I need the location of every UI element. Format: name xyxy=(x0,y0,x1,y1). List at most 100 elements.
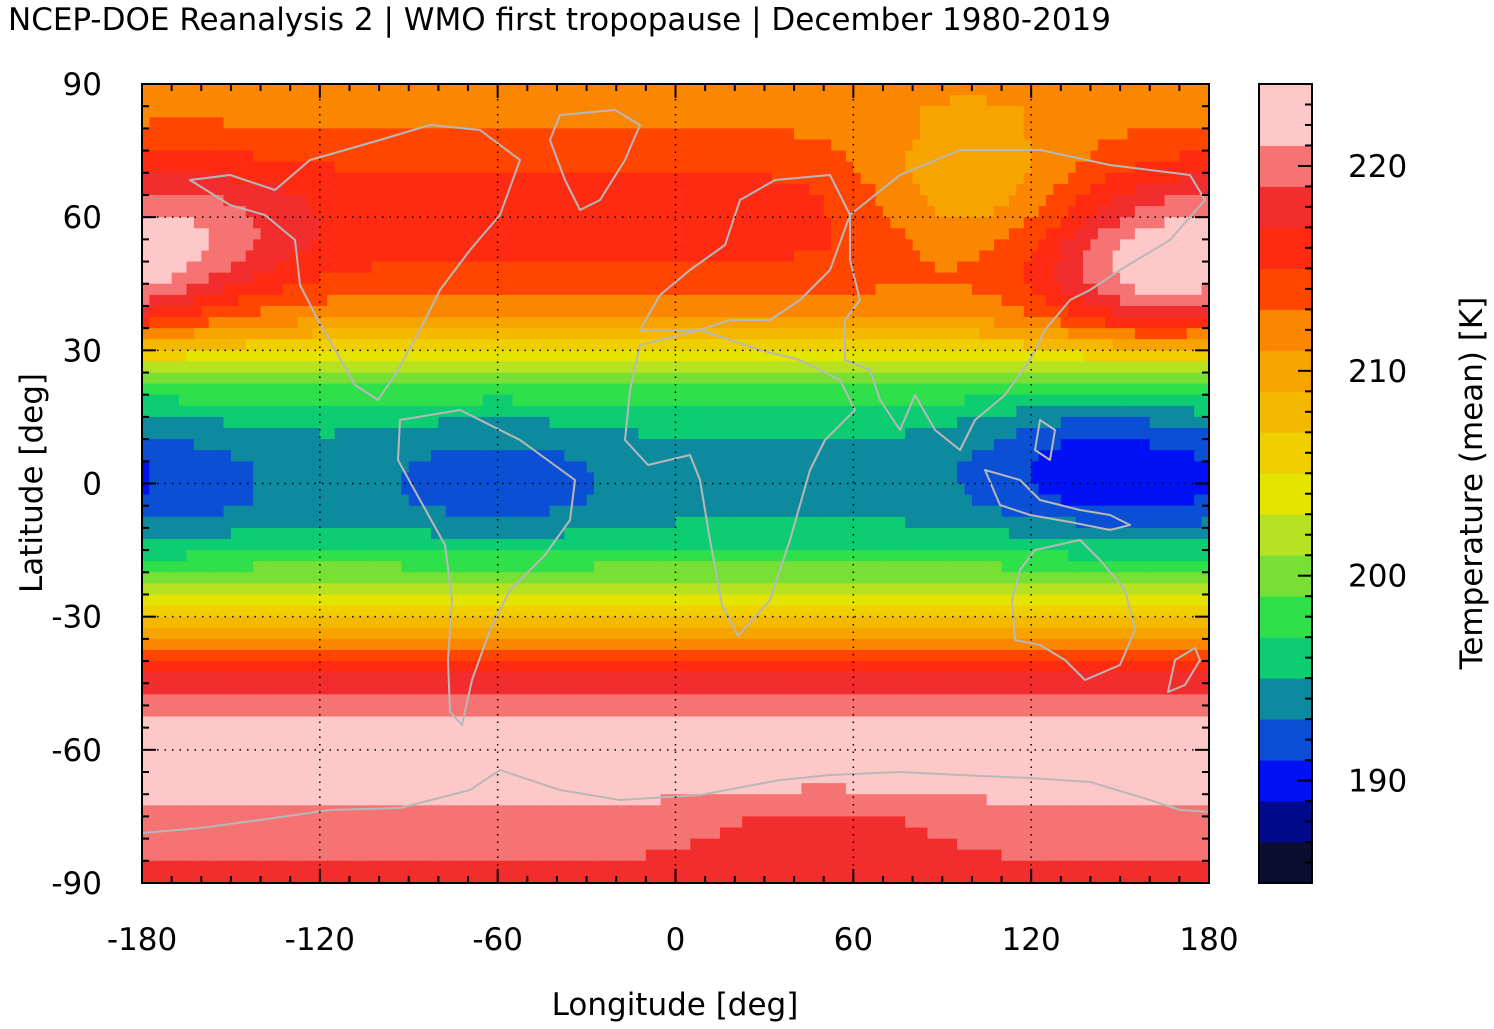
field-cell xyxy=(542,161,551,174)
field-cell xyxy=(334,139,343,152)
field-cell xyxy=(786,383,795,396)
field-cell xyxy=(645,361,654,374)
field-cell xyxy=(445,139,454,152)
field-cell xyxy=(757,283,766,296)
field-cell xyxy=(482,84,491,96)
field-cell xyxy=(305,383,314,396)
field-cell xyxy=(779,317,788,329)
field-cell xyxy=(912,250,921,263)
field-cell xyxy=(556,183,565,196)
field-cell xyxy=(897,394,906,407)
field-cell xyxy=(697,317,706,329)
field-cell xyxy=(623,305,632,318)
field-cell xyxy=(468,328,477,340)
field-cell xyxy=(860,239,869,252)
field-cell xyxy=(690,394,699,407)
field-cell xyxy=(216,95,225,107)
field-cell xyxy=(1134,272,1143,285)
field-cell xyxy=(430,383,439,396)
field-cell xyxy=(1134,161,1143,174)
field-cell xyxy=(260,272,269,285)
field-cell xyxy=(616,206,625,218)
field-cell xyxy=(334,84,343,96)
field-cell xyxy=(801,394,810,407)
field-cell xyxy=(601,283,610,296)
field-cell xyxy=(312,261,321,274)
field-cell xyxy=(564,117,573,129)
field-cell xyxy=(794,339,803,351)
field-cell xyxy=(356,183,365,196)
field-cell xyxy=(282,261,291,274)
field-cell xyxy=(334,272,343,285)
field-cell xyxy=(831,84,840,96)
field-cell xyxy=(356,172,365,185)
field-cell xyxy=(845,95,854,107)
field-cell xyxy=(1127,84,1136,96)
field-cell xyxy=(1016,283,1025,296)
field-cell xyxy=(645,339,654,351)
field-cell xyxy=(712,84,721,96)
field-cell xyxy=(1090,84,1099,96)
field-cell xyxy=(616,294,625,307)
field-cell xyxy=(423,416,432,429)
field-cell xyxy=(927,228,936,240)
field-cell xyxy=(230,317,239,329)
field-cell xyxy=(386,317,395,329)
field-cell xyxy=(779,95,788,107)
field-cell xyxy=(1045,305,1054,318)
field-cell xyxy=(1068,350,1077,363)
field-cell xyxy=(371,239,380,252)
field-cell xyxy=(979,239,988,252)
field-cell xyxy=(571,228,580,240)
field-cell xyxy=(986,372,995,385)
field-cell xyxy=(534,305,543,318)
field-cell xyxy=(771,183,780,196)
field-cell xyxy=(549,283,558,296)
field-cell xyxy=(668,328,677,340)
field-cell xyxy=(1060,172,1069,185)
field-cell xyxy=(216,128,225,141)
field-cell xyxy=(542,350,551,363)
field-cell xyxy=(416,228,425,240)
field-cell xyxy=(556,416,565,429)
field-cell xyxy=(445,128,454,141)
field-cell xyxy=(808,416,817,429)
field-cell xyxy=(771,95,780,107)
field-cell xyxy=(453,428,462,440)
field-cell xyxy=(712,439,721,451)
field-cell xyxy=(1149,95,1158,107)
field-cell xyxy=(149,294,158,307)
field-cell xyxy=(905,317,914,329)
field-cell xyxy=(1045,261,1054,274)
field-cell xyxy=(616,405,625,418)
field-cell xyxy=(1171,339,1180,351)
field-cell xyxy=(897,317,906,329)
field-cell xyxy=(1179,317,1188,329)
field-cell xyxy=(371,294,380,307)
field-cell xyxy=(1090,272,1099,285)
field-cell xyxy=(1031,383,1040,396)
field-cell xyxy=(408,139,417,152)
field-cell xyxy=(430,328,439,340)
field-cell xyxy=(1090,283,1099,296)
field-cell xyxy=(1164,361,1173,374)
field-cell xyxy=(542,239,551,252)
field-cell xyxy=(571,317,580,329)
field-cell xyxy=(171,394,180,407)
field-cell xyxy=(319,217,328,229)
field-cell xyxy=(764,117,773,129)
field-cell xyxy=(1083,217,1092,229)
field-cell xyxy=(653,150,662,163)
field-cell xyxy=(297,405,306,418)
field-cell xyxy=(319,250,328,263)
field-cell xyxy=(519,206,528,218)
field-cell xyxy=(164,450,173,462)
field-cell xyxy=(430,161,439,174)
field-cell xyxy=(645,172,654,185)
field-cell xyxy=(623,106,632,118)
field-cell xyxy=(445,172,454,185)
field-cell xyxy=(305,128,314,141)
field-cell xyxy=(808,328,817,340)
field-cell xyxy=(1008,194,1017,207)
field-cell xyxy=(682,428,691,440)
